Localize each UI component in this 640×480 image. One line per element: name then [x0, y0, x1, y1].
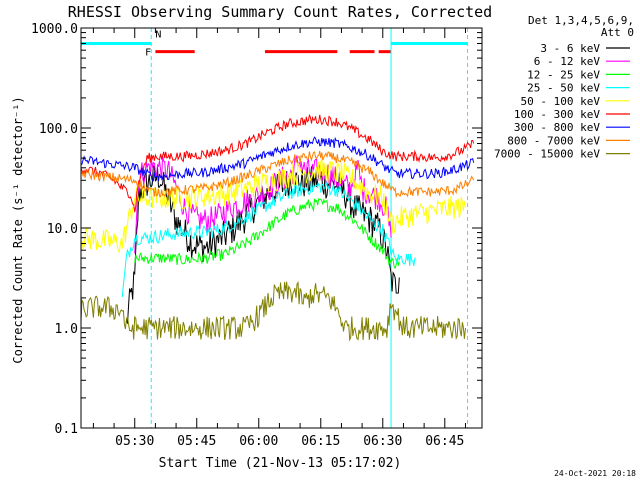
x-tick-label-5: 06:45 — [425, 434, 464, 449]
generation-timestamp: 24-Oct-2021 20:18 — [554, 469, 636, 478]
legend-label-0: 3 - 6 keV — [540, 42, 600, 55]
series-line-0 — [126, 164, 400, 324]
x-axis-label: Start Time (21-Nov-13 05:17:02) — [159, 456, 402, 471]
flag-label-F: F — [145, 48, 151, 59]
legend-label-7: 800 - 7000 keV — [507, 134, 600, 147]
series-line-4 — [80, 158, 466, 254]
flag-bars: NF — [81, 30, 468, 59]
series-line-8 — [80, 280, 466, 342]
y-tick-label-3: 100.0 — [39, 122, 78, 137]
legend-label-6: 300 - 800 keV — [514, 121, 600, 134]
y-tick-label-4: 1000.0 — [31, 22, 78, 37]
x-tick-label-0: 05:30 — [115, 434, 154, 449]
series-line-2 — [134, 197, 400, 270]
legend-label-2: 12 - 25 keV — [527, 68, 600, 81]
legend-label-8: 7000 - 15000 keV — [494, 148, 600, 161]
legend-label-3: 25 - 50 keV — [527, 82, 600, 95]
legend-label-4: 50 - 100 keV — [521, 95, 601, 108]
legend-label-5: 100 - 300 keV — [514, 108, 600, 121]
y-tick-label-2: 10.0 — [47, 222, 78, 237]
x-tick-label-1: 05:45 — [177, 434, 216, 449]
legend-header-line-1: Det 1,3,4,5,6,9, — [528, 14, 634, 27]
axes: 0.1 1.0 10.0 100.0 1000.0 05:30 05:45 06:00 06:1… — [31, 22, 483, 449]
chart-title: RHESSI Observing Summary Count Rates, Co… — [68, 3, 492, 21]
flag-label-N: N — [155, 30, 161, 41]
series-line-5 — [80, 114, 475, 213]
y-tick-label-1: 1.0 — [55, 322, 78, 337]
series-line-6 — [80, 136, 475, 182]
vertical-markers — [80, 28, 469, 428]
series-lines — [80, 114, 475, 342]
legend-label-1: 6 - 12 keV — [534, 55, 601, 68]
x-tick-label-3: 06:15 — [301, 434, 340, 449]
y-axis-label: Corrected Count Rate (s⁻¹ detector⁻¹) — [11, 96, 25, 363]
x-tick-label-2: 06:00 — [239, 434, 278, 449]
series-line-7 — [80, 150, 475, 199]
series-line-3 — [121, 181, 416, 298]
plot-frame — [80, 27, 483, 429]
legend-header-line-2: Att 0 — [601, 26, 634, 39]
y-tick-label-0: 0.1 — [55, 422, 78, 437]
x-tick-label-4: 06:30 — [363, 434, 402, 449]
